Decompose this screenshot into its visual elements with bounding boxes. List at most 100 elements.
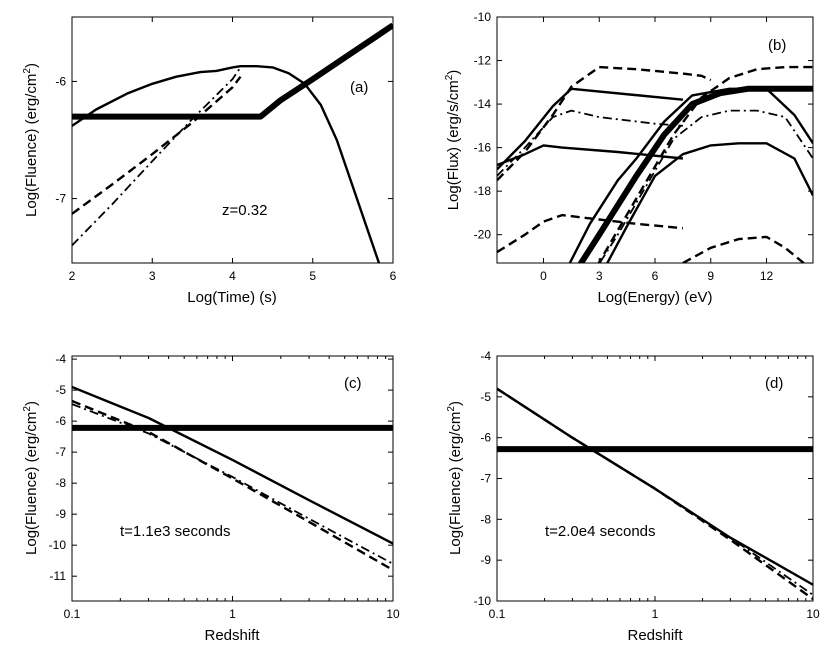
panel-c-ytick-label: -11 xyxy=(50,569,67,583)
panel-d-ylabel-end: ) xyxy=(447,401,464,406)
panel-a-annotation: z=0.32 xyxy=(222,202,267,219)
panel-d-frame xyxy=(496,355,814,602)
panel-d-ytick-label: -5 xyxy=(480,390,491,404)
panel-a-series-thick xyxy=(72,22,393,120)
panel-c-ylabel-sup: 2 xyxy=(22,406,33,412)
panel-c-tag: (c) xyxy=(344,375,362,392)
panel-a: 2 3 4 5 6 -7 -6 (a) z=0.32 Log(Time) (s) Log(F… xyxy=(22,16,397,306)
panel-d-tag: (d) xyxy=(765,375,783,392)
panel-d-ytick-label: -7 xyxy=(480,472,491,486)
panel-d-ytick-label: -9 xyxy=(480,553,491,567)
panel-b-xtick-label: 9 xyxy=(707,269,714,283)
panel-b-series-solid-upper xyxy=(497,87,684,171)
panel-a-xtick-label: 6 xyxy=(390,269,397,283)
panel-a-ylabel-end: ) xyxy=(23,63,40,68)
panel-a-series-dashed xyxy=(72,75,242,215)
panel-c-annotation: t=1.1e3 seconds xyxy=(120,523,231,540)
panel-b-ylabel-main: Log(Flux) (erg/s/cm xyxy=(445,80,462,210)
panel-d-ylabel-main: Log(Fluence) (erg/cm xyxy=(447,412,464,555)
panel-b-series-dashed-rise xyxy=(597,65,813,263)
panel-b-series xyxy=(497,65,813,263)
panel-d-ytick-label: -4 xyxy=(480,349,491,363)
panel-c-xtick-label: 10 xyxy=(386,607,400,621)
panel-b-ylabel-end: ) xyxy=(445,70,462,75)
panel-d-series xyxy=(497,387,813,600)
panel-b: 0 3 6 9 12 -20 -18 -16 -14 -12 -10 (b) Log(Energy)… xyxy=(444,10,814,306)
panel-b-series-solid-rise-a xyxy=(568,87,813,263)
panel-b-ylabel-sup: 2 xyxy=(444,74,455,80)
panel-c-xtick-label: 1 xyxy=(229,607,236,621)
panel-b-xlabel: Log(Energy) (eV) xyxy=(597,289,712,306)
panel-a-xtick-label: 4 xyxy=(229,269,236,283)
panel-b-tag: (b) xyxy=(768,37,786,54)
panel-c-ylabel: Log(Fluence) (erg/cm2) xyxy=(22,401,40,555)
panel-c-ytick-label: -4 xyxy=(55,352,66,366)
panel-d-xtick-label: 0.1 xyxy=(489,607,506,621)
panel-d-annotation: t=2.0e4 seconds xyxy=(545,523,656,540)
panel-c-series-solid xyxy=(72,385,393,545)
panel-c: 0.1 1 10 -11 -10 -9 -8 -7 -6 -5 -4 (c) t=1.1e3 sec… xyxy=(22,352,400,644)
panel-d-ytick-label: -10 xyxy=(474,594,492,608)
panel-b-ytick-label: -20 xyxy=(474,228,492,242)
panel-a-ylabel: Log(Fluence) (erg/cm2) xyxy=(22,63,40,217)
panel-c-xlabel: Redshift xyxy=(204,627,260,644)
panel-a-ylabel-main: Log(Fluence) (erg/cm xyxy=(23,74,40,217)
panel-d-series-solid xyxy=(497,387,813,586)
panel-a-series xyxy=(72,22,393,263)
panel-a-frame xyxy=(71,16,394,264)
panel-d-series-dash-dot xyxy=(497,387,813,596)
panel-b-ylabel: Log(Flux) (erg/s/cm2) xyxy=(444,70,462,211)
panel-c-series xyxy=(72,385,393,572)
panel-c-series-dash-dot xyxy=(72,403,393,565)
panel-c-ytick-label: -7 xyxy=(55,445,66,459)
panel-c-series-dashed xyxy=(72,399,393,572)
panel-b-series-dashed-top xyxy=(497,65,712,182)
panel-b-series-dashdot-rise xyxy=(598,109,813,263)
panel-b-ytick-label: -16 xyxy=(474,141,492,155)
panel-a-xlabel: Log(Time) (s) xyxy=(187,289,276,306)
panel-c-ytick-label: -10 xyxy=(49,538,67,552)
panel-a-xtick-label: 5 xyxy=(309,269,316,283)
panel-a-series-dash-dot xyxy=(72,66,242,247)
panel-d: 0.1 1 10 -10 -9 -8 -7 -6 -5 -4 (d) t=2.0e4 second… xyxy=(446,349,820,644)
panel-c-xtick-label: 0.1 xyxy=(64,607,81,621)
panel-b-series-solid-lower xyxy=(497,144,684,167)
panel-a-ytick-label: -6 xyxy=(55,74,66,88)
panel-b-xtick-label: 6 xyxy=(652,269,659,283)
panel-d-ylabel-sup: 2 xyxy=(446,406,457,412)
panel-c-ticks: 0.1 1 10 -11 -10 -9 -8 -7 -6 -5 -4 xyxy=(49,352,400,621)
panel-c-frame xyxy=(71,355,394,602)
panel-d-xtick-label: 10 xyxy=(806,607,820,621)
panel-a-series-solid xyxy=(72,64,381,263)
panel-b-xtick-label: 3 xyxy=(596,269,603,283)
panel-a-tag: (a) xyxy=(350,79,368,96)
panel-c-ytick-label: -9 xyxy=(55,507,66,521)
panel-c-ylabel-end: ) xyxy=(23,401,40,406)
panel-c-ytick-label: -5 xyxy=(55,383,66,397)
panel-d-ylabel: Log(Fluence) (erg/cm2) xyxy=(446,401,464,555)
panel-d-ytick-label: -8 xyxy=(480,512,491,526)
panel-d-xlabel: Redshift xyxy=(627,627,683,644)
panel-b-ytick-label: -14 xyxy=(474,97,492,111)
panel-a-ticks: 2 3 4 5 6 -7 -6 xyxy=(55,17,397,283)
panel-b-series-dashdot-upper xyxy=(497,109,683,177)
panel-a-xtick-label: 3 xyxy=(149,269,156,283)
panel-c-ytick-label: -6 xyxy=(55,414,66,428)
panel-b-xtick-label: 12 xyxy=(760,269,774,283)
panel-c-ylabel-main: Log(Fluence) (erg/cm xyxy=(23,412,40,555)
panel-b-ytick-label: -10 xyxy=(474,10,492,24)
panel-b-xtick-label: 0 xyxy=(540,269,547,283)
panel-d-ytick-label: -6 xyxy=(480,431,491,445)
panel-b-ticks: 0 3 6 9 12 -20 -18 -16 -14 -12 -10 xyxy=(474,10,813,283)
panel-d-ticks: 0.1 1 10 -10 -9 -8 -7 -6 -5 -4 xyxy=(474,349,820,621)
panel-b-ytick-label: -12 xyxy=(474,54,492,68)
panel-a-xtick-label: 2 xyxy=(69,269,76,283)
panel-a-ylabel-sup: 2 xyxy=(22,68,33,74)
panel-d-xtick-label: 1 xyxy=(652,607,659,621)
panel-b-series-solid-rise-b xyxy=(605,142,813,263)
panel-a-ytick-label: -7 xyxy=(55,192,66,206)
panel-b-ytick-label: -18 xyxy=(474,184,492,198)
panel-c-ytick-label: -8 xyxy=(55,476,66,490)
panel-b-series-dashed-bottom xyxy=(682,235,805,263)
